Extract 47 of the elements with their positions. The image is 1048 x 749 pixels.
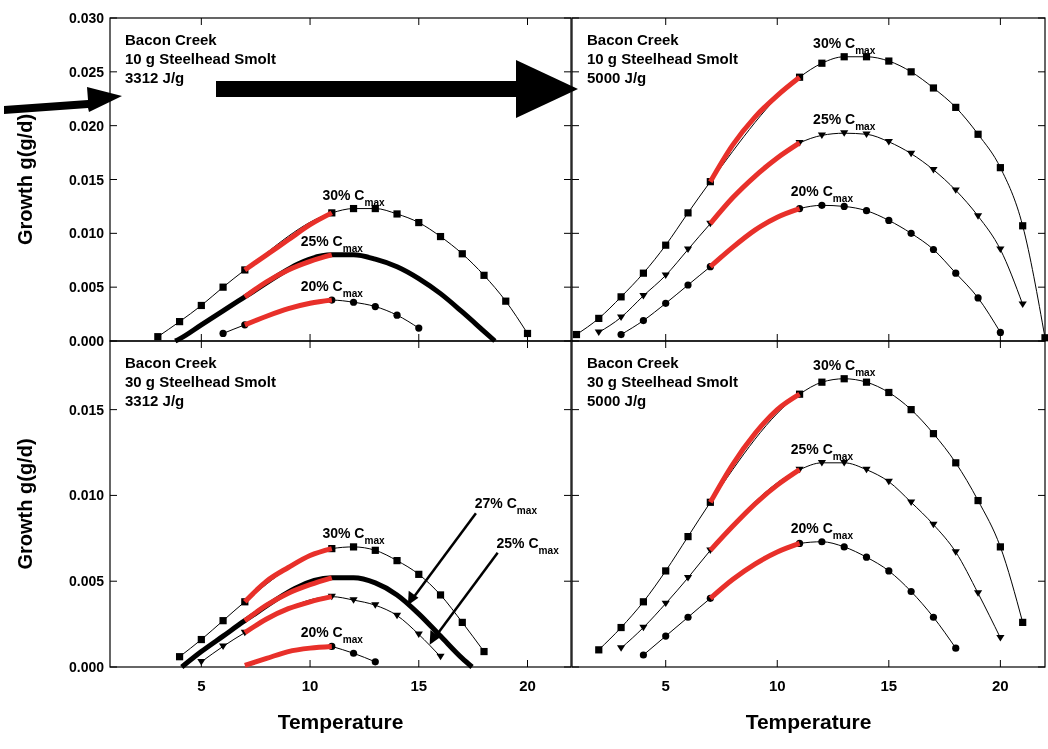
series-label: 20% C$_{max}$ — [300, 278, 364, 299]
y-tick-label: 0.015 — [68, 171, 105, 188]
annotation: Bacon Creek — [587, 31, 680, 48]
y-tick-label: 0.025 — [68, 63, 105, 80]
legend-label: 30% C$_{max}$ — [813, 356, 876, 378]
x-tick-label: 10 — [301, 677, 319, 694]
x-tick-label: 10 — [768, 677, 786, 694]
y-tick-label: 0.000 — [68, 333, 105, 349]
annotation: 5000 J/g — [587, 69, 647, 86]
annotation: 3312 J/g — [125, 69, 185, 86]
series-label: 20% C$_{max}$ — [790, 519, 854, 541]
y-tick-label: 0.010 — [68, 487, 105, 504]
x-tick-label: 5 — [197, 677, 206, 694]
series-label: 25% C$_{max}$ — [300, 232, 364, 254]
x-tick-label: 15 — [880, 677, 898, 694]
series-label: 30% C$_{max}$ — [322, 524, 386, 546]
x-tick-label: 20 — [992, 677, 1009, 694]
y-tick-label: 0.000 — [68, 659, 105, 675]
x-tick-label: 15 — [410, 677, 428, 694]
y-tick-label: 0.015 — [68, 401, 105, 418]
legend-label: 30% C$_{max}$ — [813, 34, 876, 56]
x-tick-label: 20 — [519, 677, 536, 694]
x-axis-title: Temperature — [277, 710, 404, 733]
series-label: 20% C$_{max}$ — [300, 624, 364, 645]
y-tick-label: 0.005 — [68, 279, 105, 296]
annotation: 10 g Steelhead Smolt — [125, 50, 276, 67]
annotation: Bacon Creek — [125, 354, 218, 371]
y-tick-label: 0.005 — [68, 573, 105, 590]
annotation: 27% C$_{max}$ — [474, 495, 538, 516]
y-tick-label: 0.010 — [68, 225, 105, 242]
y-axis-title: Growth g(g/d) — [14, 113, 36, 246]
x-tick-label: 5 — [661, 677, 670, 694]
y-tick-label: 0.030 — [68, 10, 105, 26]
annotation: 3312 J/g — [125, 392, 185, 409]
annotation: 30 g Steelhead Smolt — [587, 373, 738, 390]
y-axis-title: Growth g(g/d) — [14, 438, 36, 570]
y-tick-label: 0.020 — [68, 117, 105, 134]
annotation: 5000 J/g — [587, 392, 647, 409]
series-label: 25% C$_{max}$ — [790, 440, 854, 462]
series-label: 20% C$_{max}$ — [790, 183, 854, 204]
annotation: Bacon Creek — [587, 354, 680, 371]
series-label: 25% C$_{max}$ — [813, 111, 876, 132]
annotation: Bacon Creek — [125, 31, 218, 48]
annotation: 25% C$_{max}$ — [496, 534, 560, 556]
x-axis-title: Temperature — [745, 710, 872, 733]
annotation: 10 g Steelhead Smolt — [587, 50, 738, 67]
annotation: 30 g Steelhead Smolt — [125, 373, 276, 390]
